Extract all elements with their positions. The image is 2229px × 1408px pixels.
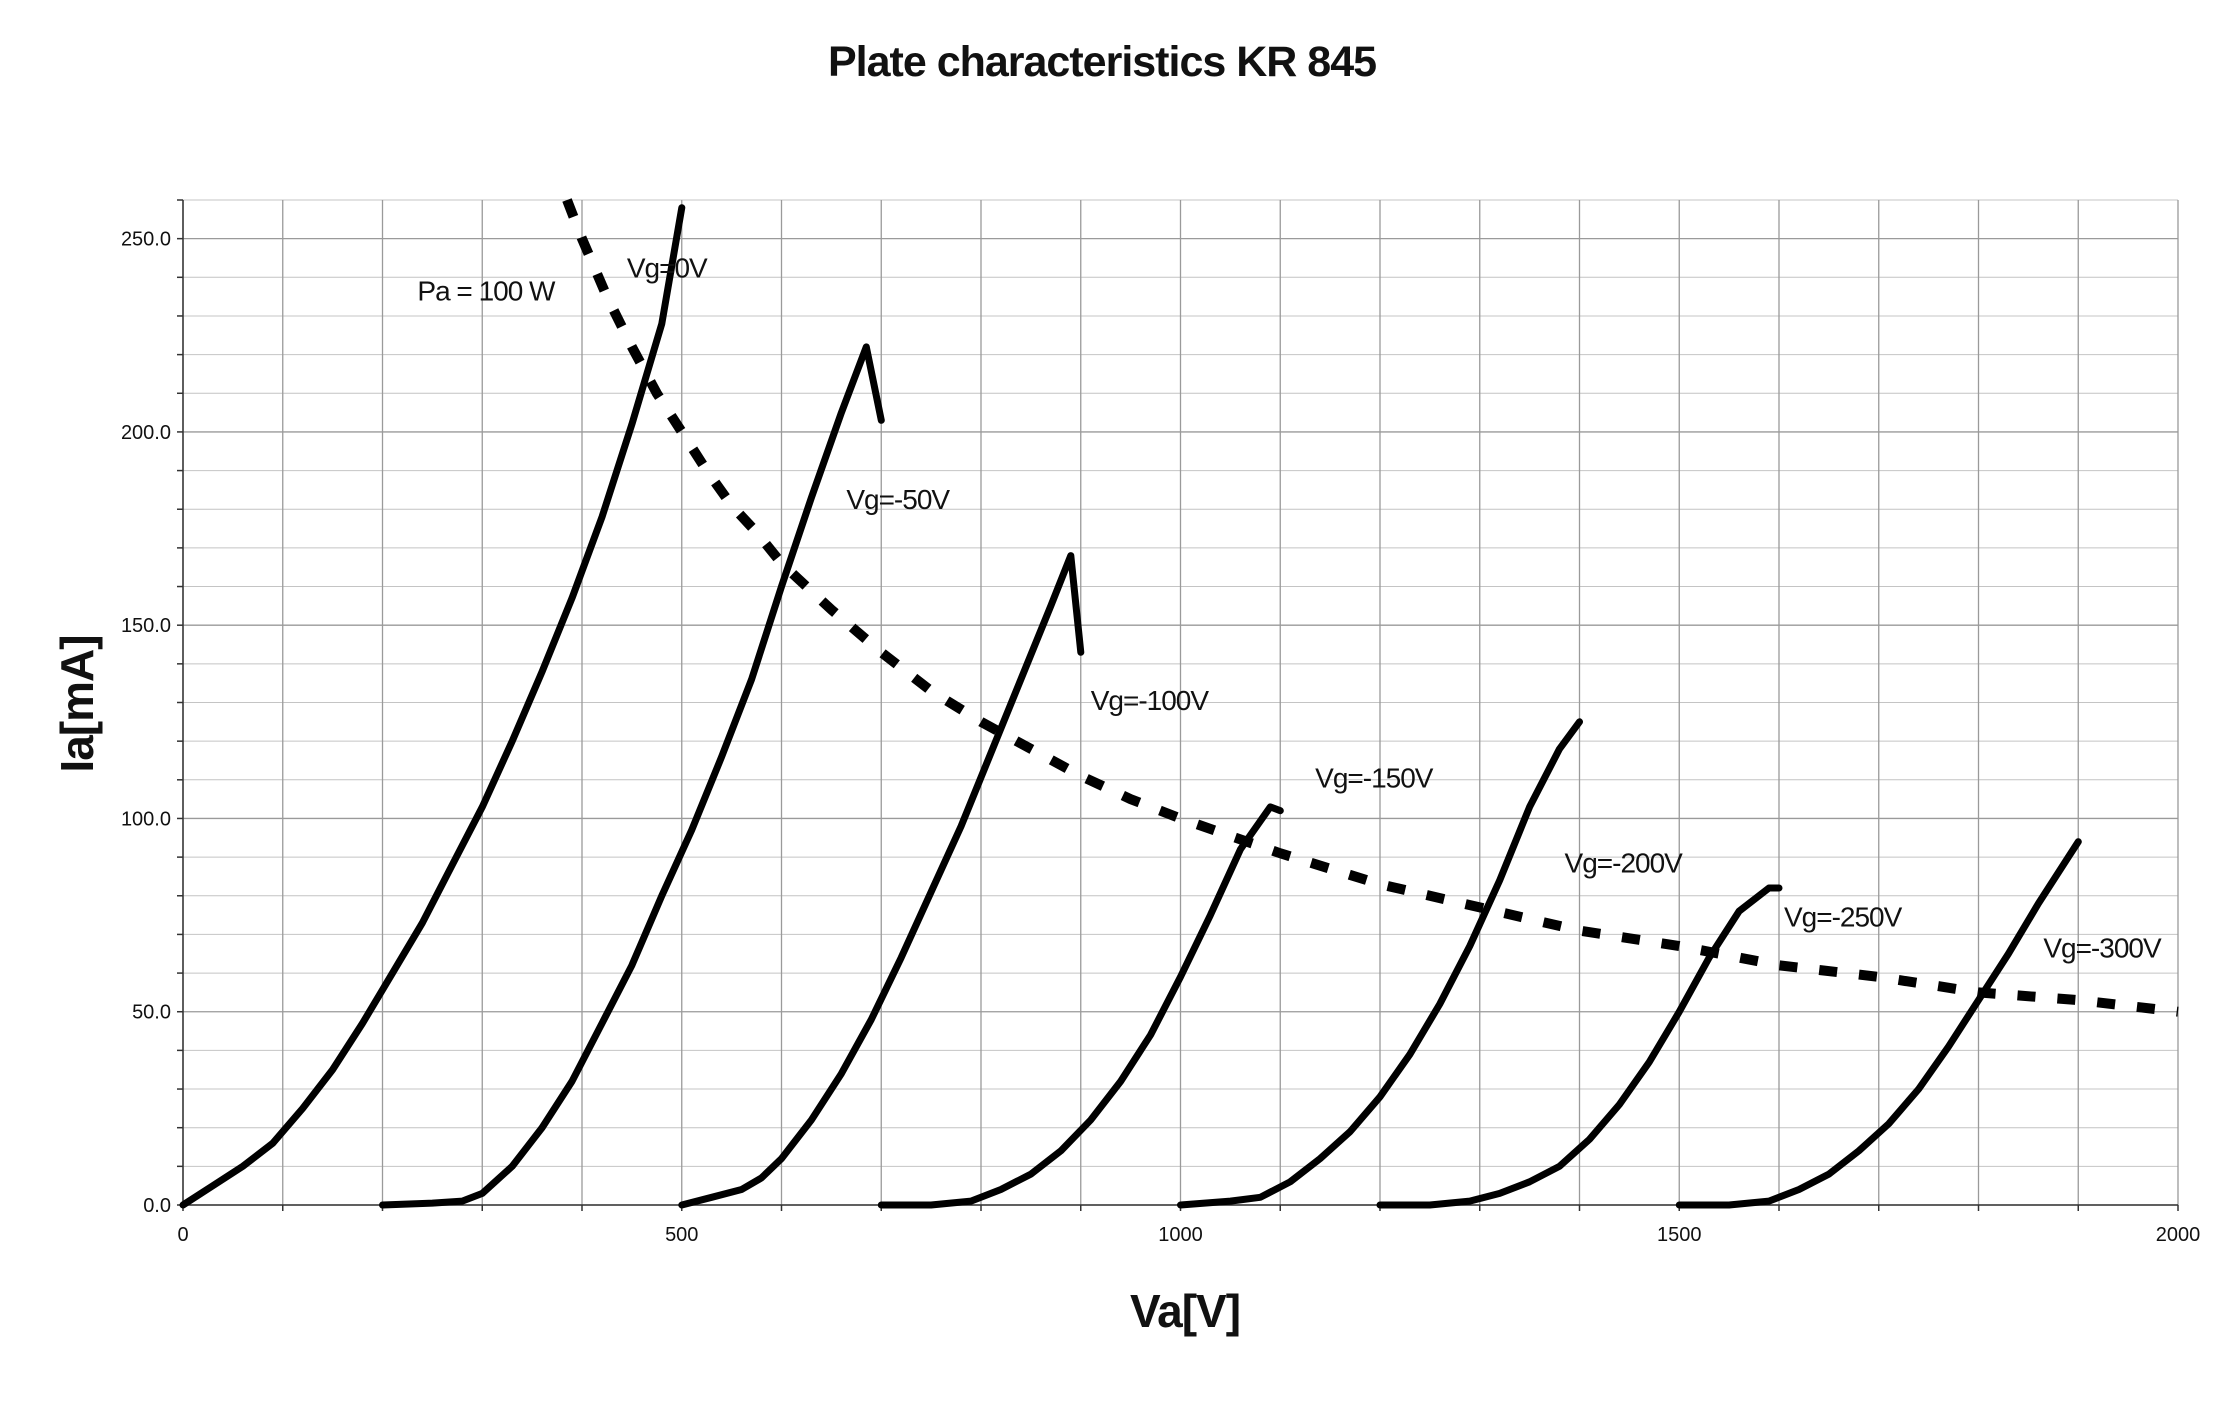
y-axis-title: Ia[mA] (51, 635, 103, 772)
x-tick-label: 2000 (2156, 1224, 2201, 1246)
series-label: Vg=-300V (2043, 933, 2162, 964)
series-label: Vg=-200V (1565, 848, 1684, 879)
vg-curve-4 (1177, 718, 1583, 1209)
vg-curve-0 (179, 204, 686, 1209)
vg-curve-2 (678, 552, 1085, 1209)
vg-curve-6 (1675, 838, 2082, 1209)
y-tick-label: 200.0 (121, 422, 171, 444)
pa-label: Pa = 100 W (417, 276, 556, 307)
vg-curve-5 (1376, 884, 1783, 1209)
y-tick-label: 100.0 (121, 808, 171, 830)
pa-100w-dissipation-curve (562, 198, 2179, 1017)
vg-curve-3 (877, 803, 1284, 1209)
y-tick-labels: 0.0 50.0 100.0 150.0 200.0 250.0 (121, 229, 171, 1217)
y-tick-label: 50.0 (132, 1002, 171, 1024)
chart-title: Plate characteristics KR 845 (828, 38, 1376, 86)
y-tick-label: 0.0 (143, 1195, 171, 1217)
y-tick-label: 150.0 (121, 615, 171, 637)
x-tick-label: 500 (665, 1224, 698, 1246)
x-tick-label: 0 (177, 1224, 188, 1246)
series-label: Vg=-250V (1784, 902, 1903, 933)
series-labels: Vg=0V Vg=-50V Vg=-100V Vg=-150V Vg=-200V Vg=-… (417, 252, 2163, 964)
series-label: Vg=-150V (1315, 763, 1434, 794)
series-label: Vg=-100V (1091, 685, 1210, 716)
series-label: Vg=-50V (846, 484, 950, 515)
vg-curve-1 (379, 343, 885, 1209)
x-tick-label: 1000 (1158, 1224, 1203, 1246)
x-tick-label: 1500 (1657, 1224, 1702, 1246)
grid (182, 199, 2179, 1206)
y-tick-label: 250.0 (121, 229, 171, 251)
x-axis-title: Va[V] (1130, 1285, 1240, 1337)
x-tick-labels: 0 500 1000 1500 2000 (177, 1224, 2200, 1246)
series-lines (179, 198, 2179, 1209)
series-label: Vg=0V (627, 252, 708, 283)
